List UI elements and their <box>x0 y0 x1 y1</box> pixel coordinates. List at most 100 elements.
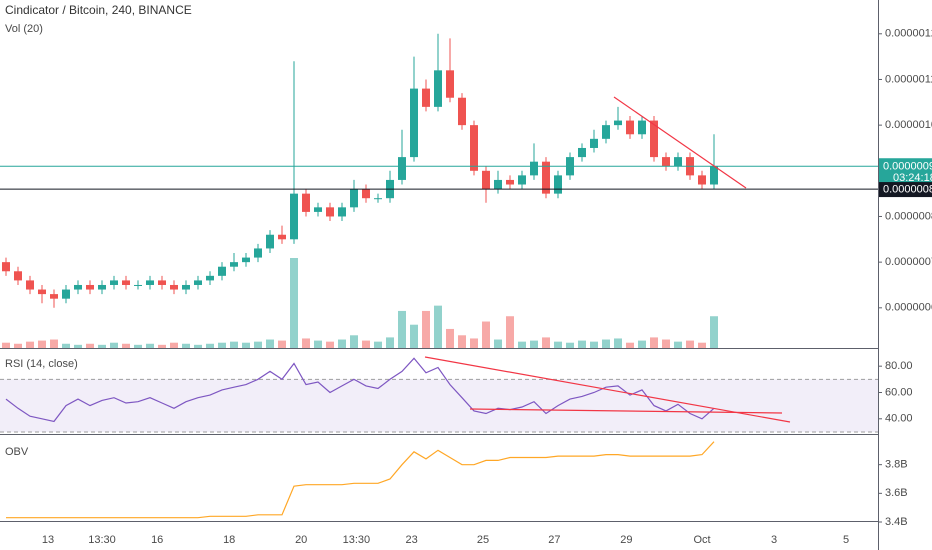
candle-body <box>614 120 622 126</box>
volume-bar <box>122 343 130 348</box>
candle-body <box>158 280 166 285</box>
candle-body <box>470 125 478 171</box>
volume-bar <box>314 340 322 348</box>
volume-bar <box>230 341 238 348</box>
volume-bar <box>470 338 478 348</box>
candle-body <box>326 207 334 217</box>
candle-body <box>422 88 430 107</box>
candle-body <box>506 179 514 185</box>
candle-body <box>374 198 382 200</box>
volume-bar <box>194 344 202 348</box>
volume-bar <box>638 340 646 348</box>
volume-bar <box>650 337 658 348</box>
candle-body <box>86 284 94 290</box>
volume-bar <box>626 342 634 348</box>
y-tick-label: 0.00000060 <box>885 302 932 314</box>
x-axis-area <box>0 521 932 550</box>
x-tick-label: 13 <box>42 534 54 546</box>
candle-body <box>134 284 142 286</box>
volume-bar <box>698 342 706 348</box>
volume-bar <box>266 339 274 348</box>
y-tick-label: 3.6B <box>885 487 908 499</box>
candle-body <box>74 284 82 290</box>
volume-bar <box>362 340 370 348</box>
x-tick-label: 13:30 <box>343 534 371 546</box>
volume-bar <box>2 342 10 348</box>
candle-body <box>218 266 226 276</box>
volume-bar <box>338 339 346 348</box>
volume-bar <box>74 344 82 348</box>
volume-bar <box>242 342 250 348</box>
candle-body <box>122 280 130 285</box>
volume-bar <box>674 341 682 348</box>
candle-body <box>290 193 298 240</box>
candle-body <box>434 70 442 107</box>
x-tick-label: 20 <box>295 534 307 546</box>
volume-bar <box>14 343 22 348</box>
volume-bar <box>110 342 118 348</box>
volume-bar <box>50 339 58 348</box>
volume-bar <box>386 337 394 348</box>
countdown-label: 03:24:18 <box>893 172 932 184</box>
candle-body <box>146 280 154 285</box>
candle-body <box>50 294 58 299</box>
candle-body <box>194 280 202 285</box>
volume-bar <box>518 341 526 348</box>
volume-bar <box>422 310 430 348</box>
volume-bar <box>278 340 286 348</box>
indicator-line <box>5 357 715 423</box>
candle-body <box>650 120 658 158</box>
volume-bar <box>350 335 358 348</box>
y-tick-label: 0.00000080 <box>885 210 932 222</box>
obv-title: OBV <box>5 446 29 458</box>
volume-bar <box>98 344 106 348</box>
volume-bar <box>686 340 694 348</box>
candle-body <box>314 207 322 212</box>
candle-body <box>482 170 490 190</box>
x-tick-label: 25 <box>477 534 489 546</box>
volume-bar <box>146 343 154 348</box>
candle-body <box>278 234 286 240</box>
candle-body <box>530 161 538 176</box>
y-tick-label: 40.00 <box>885 413 913 425</box>
candle-body <box>446 70 454 98</box>
x-tick-label: 18 <box>223 534 235 546</box>
candle-body <box>638 120 646 135</box>
candle-body <box>254 248 262 258</box>
y-tick-label: 0.00000110 <box>885 73 932 85</box>
y-axis-area <box>878 0 932 550</box>
last-price-label: 0.00000091 <box>883 161 932 173</box>
volume-bar <box>446 328 454 348</box>
volume-bar <box>218 342 226 348</box>
candle-body <box>26 280 34 290</box>
volume-bar <box>482 321 490 348</box>
volume-bar <box>578 340 586 348</box>
volume-bar <box>542 337 550 348</box>
volume-bar <box>434 305 442 348</box>
y-tick-label: 80.00 <box>885 360 913 372</box>
volume-bar <box>86 343 94 348</box>
indicator-line <box>6 441 715 519</box>
volume-bar <box>170 342 178 348</box>
volume-bar <box>410 324 418 348</box>
candle-body <box>362 189 370 199</box>
volume-bar <box>134 344 142 348</box>
candle-body <box>494 179 502 190</box>
candle-body <box>398 157 406 180</box>
volume-bar <box>554 341 562 348</box>
candle-body <box>110 280 118 285</box>
candle-body <box>38 289 46 295</box>
price-line-badge <box>879 182 932 198</box>
axes: 13 13:30 16 18 20 13:30 23 25 27 29 Oct 3 5 0.0000006… <box>42 28 932 546</box>
volume-bar <box>614 338 622 348</box>
volume-bar <box>710 316 718 348</box>
obv-pane <box>6 441 715 519</box>
x-tick-label: 5 <box>843 534 849 546</box>
y-tick-label: 0.00000070 <box>885 256 932 268</box>
candle-body <box>206 275 214 281</box>
volume-bar <box>302 338 310 348</box>
candle-body <box>302 193 310 212</box>
x-tick-label: 13:30 <box>88 534 116 546</box>
candle-body <box>626 120 634 135</box>
